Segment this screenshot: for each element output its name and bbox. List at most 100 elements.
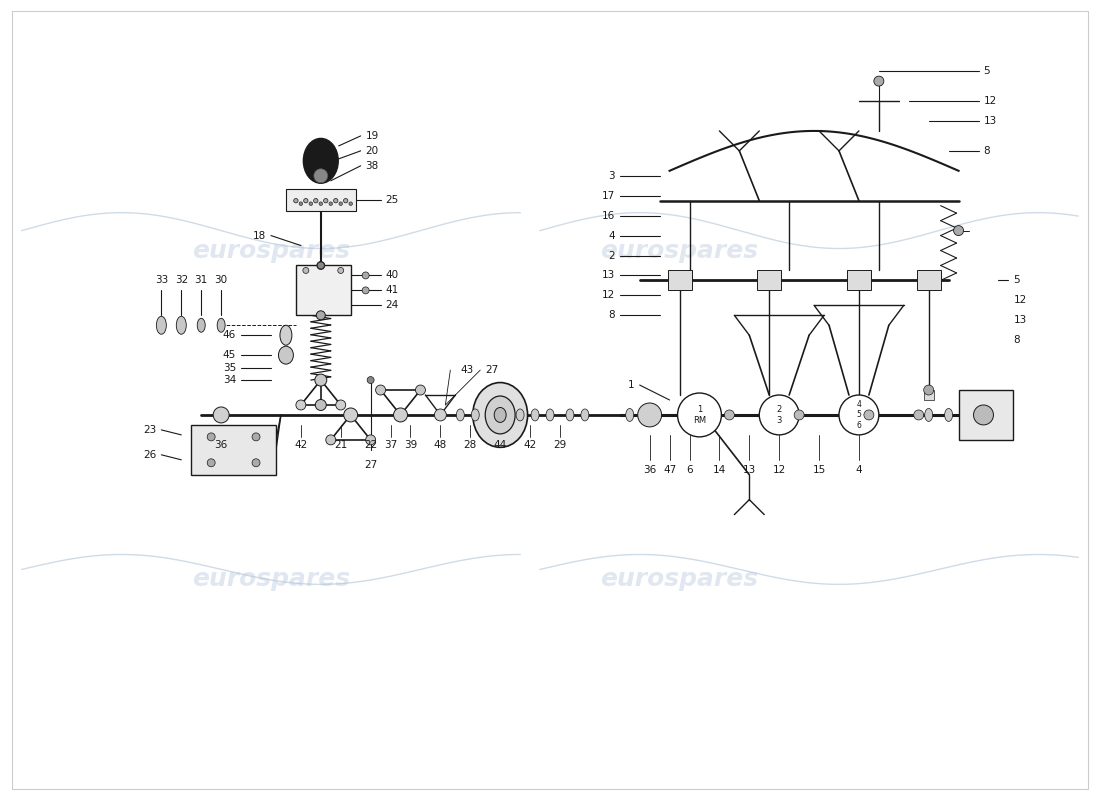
Text: 12: 12 [1013,295,1026,306]
Circle shape [873,76,883,86]
Ellipse shape [516,409,524,421]
Bar [757,270,781,290]
Text: 30: 30 [214,275,228,286]
Circle shape [839,395,879,435]
Circle shape [678,393,722,437]
Circle shape [416,385,426,395]
Text: 14: 14 [713,465,726,474]
Ellipse shape [646,409,653,422]
Ellipse shape [565,409,574,421]
Circle shape [302,267,309,274]
Ellipse shape [197,318,206,332]
Text: 12: 12 [602,290,615,300]
Text: 33: 33 [155,275,168,286]
Bar [958,390,1013,440]
Circle shape [367,377,374,383]
Text: 26: 26 [143,450,156,460]
Ellipse shape [494,407,506,422]
Circle shape [314,198,318,203]
Circle shape [296,400,306,410]
Bar [668,270,692,290]
Text: 13: 13 [983,116,997,126]
Ellipse shape [217,318,226,332]
Text: 42: 42 [294,440,308,450]
Text: 6: 6 [686,465,693,474]
Text: 12: 12 [772,465,785,474]
Text: 13: 13 [742,465,756,474]
Circle shape [207,433,216,441]
Text: 4: 4 [608,230,615,241]
Circle shape [326,435,336,445]
Text: 48: 48 [433,440,447,450]
Circle shape [314,169,328,182]
Circle shape [329,202,332,206]
Text: 29: 29 [553,440,566,450]
Text: 45: 45 [223,350,236,360]
Circle shape [365,435,375,445]
Text: 5: 5 [1013,275,1020,286]
Bar [296,266,351,315]
Text: 27: 27 [364,460,377,470]
Ellipse shape [581,409,589,421]
Circle shape [252,433,260,441]
Circle shape [294,198,298,203]
Circle shape [362,272,370,279]
Text: 4: 4 [856,465,862,474]
Text: 19: 19 [365,131,378,141]
Text: 31: 31 [195,275,208,286]
Ellipse shape [531,409,539,421]
Text: eurospares: eurospares [601,238,759,262]
Circle shape [338,267,343,274]
Text: 37: 37 [384,440,397,450]
Circle shape [213,407,229,423]
Bar [191,425,276,474]
Ellipse shape [471,409,480,421]
Circle shape [343,408,358,422]
Circle shape [207,458,216,466]
Circle shape [759,395,799,435]
Text: 12: 12 [983,96,997,106]
Text: 36: 36 [214,440,228,450]
Text: 27: 27 [485,365,498,375]
Circle shape [309,202,312,206]
Text: eurospares: eurospares [191,567,350,591]
Text: 16: 16 [602,210,615,221]
Circle shape [638,403,661,427]
Text: 39: 39 [404,440,417,450]
Circle shape [317,262,324,269]
Ellipse shape [304,138,338,183]
Bar [286,189,355,210]
Circle shape [924,385,934,395]
Ellipse shape [473,382,528,447]
Circle shape [794,410,804,420]
Text: 4
5
6: 4 5 6 [857,400,861,430]
Text: 8: 8 [983,146,990,156]
Text: 47: 47 [663,465,676,474]
Ellipse shape [456,409,464,421]
Text: 17: 17 [602,190,615,201]
Circle shape [317,262,324,270]
Text: 35: 35 [223,363,236,373]
Text: 1: 1 [628,380,635,390]
Circle shape [434,409,447,421]
Bar [847,270,871,290]
Circle shape [315,374,327,386]
Text: 46: 46 [223,330,236,340]
Text: 43: 43 [460,365,474,375]
Ellipse shape [176,316,186,334]
Text: 20: 20 [365,146,378,156]
Text: 23: 23 [143,425,156,435]
Circle shape [336,400,345,410]
Text: 15: 15 [813,465,826,474]
Text: 13: 13 [602,270,615,281]
Circle shape [864,410,873,420]
Circle shape [954,226,964,235]
Ellipse shape [278,346,294,364]
Circle shape [304,198,308,203]
Circle shape [252,458,260,466]
Text: 42: 42 [524,440,537,450]
Circle shape [339,202,342,206]
Circle shape [317,311,326,320]
Ellipse shape [546,409,554,421]
Text: eurospares: eurospares [191,238,350,262]
